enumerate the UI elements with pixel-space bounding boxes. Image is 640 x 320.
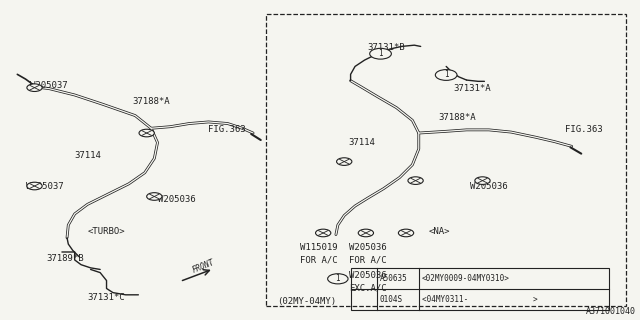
Circle shape	[27, 84, 42, 92]
Circle shape	[358, 229, 374, 237]
Text: <04MY0311-              >: <04MY0311- >	[422, 295, 538, 304]
Text: W205036: W205036	[157, 195, 195, 204]
Circle shape	[435, 69, 457, 80]
Text: A50635: A50635	[380, 274, 408, 283]
Text: W205037: W205037	[26, 182, 63, 191]
Text: FIG.363: FIG.363	[565, 125, 603, 134]
Text: A371001040: A371001040	[586, 307, 636, 316]
Circle shape	[316, 229, 331, 237]
Text: FOR A/C: FOR A/C	[349, 255, 387, 264]
Text: 37188*A: 37188*A	[132, 97, 170, 106]
Text: EXC.A/C: EXC.A/C	[349, 284, 387, 293]
Text: 1: 1	[378, 49, 383, 58]
Circle shape	[475, 177, 490, 184]
Text: 37189*B: 37189*B	[46, 254, 84, 263]
Text: W205036: W205036	[470, 182, 508, 191]
Text: FRONT: FRONT	[191, 258, 216, 275]
Text: FOR A/C: FOR A/C	[300, 255, 337, 264]
Circle shape	[398, 229, 413, 237]
Circle shape	[147, 193, 162, 200]
Circle shape	[408, 177, 423, 184]
Text: W205036: W205036	[349, 271, 387, 280]
Text: 37131*B: 37131*B	[368, 43, 405, 52]
Circle shape	[328, 274, 348, 284]
Text: 37188*A: 37188*A	[438, 113, 476, 122]
Text: W205036: W205036	[349, 243, 387, 252]
Text: <NA>: <NA>	[428, 227, 450, 236]
Text: W205037: W205037	[30, 81, 68, 90]
Text: <02MY0009-04MY0310>: <02MY0009-04MY0310>	[422, 274, 510, 283]
Circle shape	[370, 48, 392, 59]
Text: 0104S: 0104S	[380, 295, 403, 304]
Circle shape	[337, 158, 352, 165]
Text: W115019: W115019	[300, 243, 337, 252]
Text: 1: 1	[335, 274, 340, 283]
Text: 37131*C: 37131*C	[88, 293, 125, 302]
Text: 1: 1	[444, 70, 449, 79]
Circle shape	[27, 182, 42, 190]
Text: 37114: 37114	[349, 138, 376, 147]
Text: 37114: 37114	[75, 151, 102, 160]
Text: (02MY-04MY): (02MY-04MY)	[276, 297, 336, 306]
Circle shape	[139, 129, 154, 137]
Text: <TURBO>: <TURBO>	[88, 227, 125, 236]
Text: FIG.363: FIG.363	[209, 125, 246, 134]
Text: 37131*A: 37131*A	[454, 84, 492, 93]
